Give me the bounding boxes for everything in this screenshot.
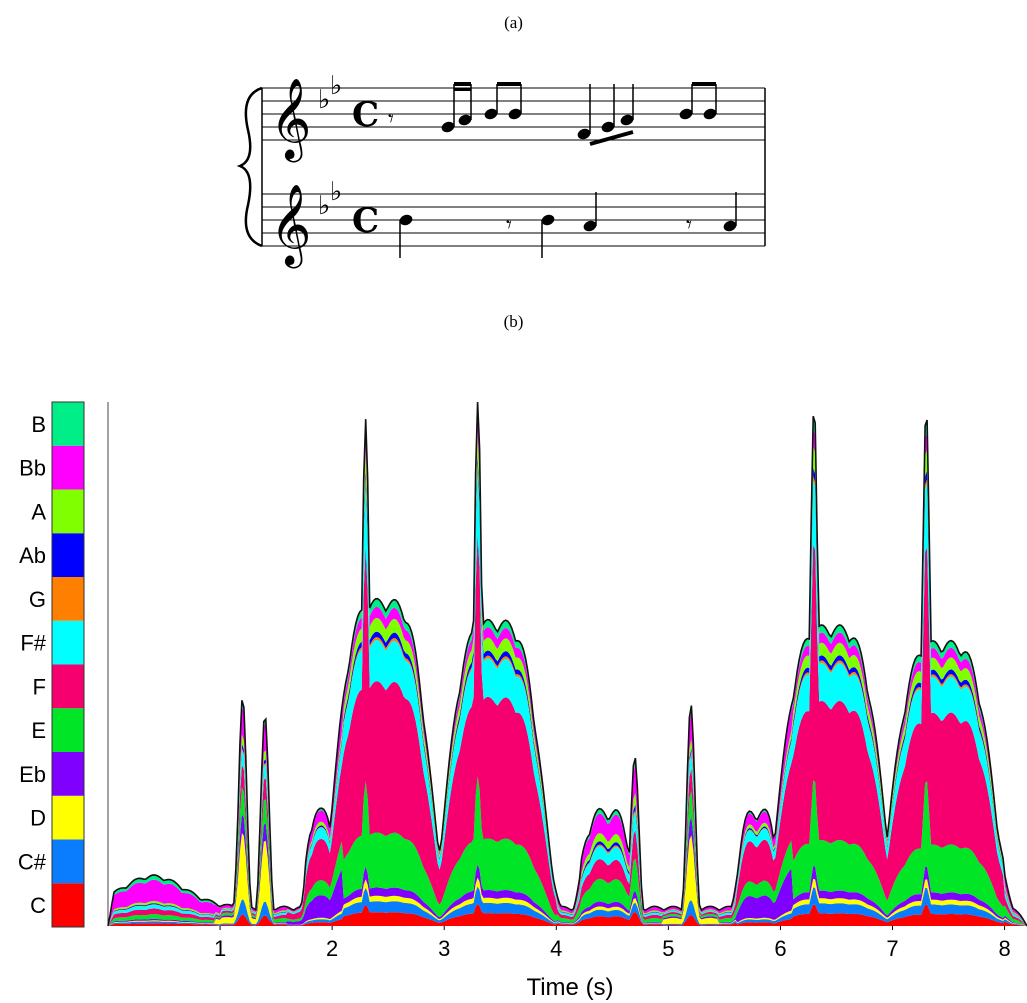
note-head [577, 128, 591, 140]
x-tick-label: 6 [774, 936, 786, 961]
note-head [541, 214, 555, 226]
x-tick-label: 2 [326, 936, 338, 961]
note-head [399, 214, 413, 226]
area-series-fsharp [108, 468, 1027, 926]
legend-swatch-e [52, 708, 84, 752]
x-tick-label: 1 [214, 936, 226, 961]
legend-swatch-d [52, 795, 84, 840]
x-axis-label: Time (s) [526, 974, 613, 1001]
key-signature-upper-2: ♭ [330, 71, 342, 101]
grand-staff-brace [236, 86, 263, 248]
key-signature-lower: ♭ [318, 191, 330, 221]
treble-clef-lower: 𝄞 [270, 183, 311, 268]
legend-label: C [30, 893, 46, 918]
panel-a-label: (a) [504, 13, 523, 32]
treble-clef-upper: 𝄞 [270, 77, 311, 162]
x-tick-label: 5 [662, 936, 674, 961]
area-series-e [108, 776, 1027, 926]
legend-swatch-c [52, 883, 84, 927]
note-head [508, 108, 522, 120]
area-series-csharp [108, 886, 1027, 926]
area-series-c [108, 904, 1027, 926]
area-series-d [108, 833, 1027, 926]
note-head [679, 108, 693, 120]
legend-swatch-csharp [52, 839, 84, 884]
legend-swatch-b [52, 402, 84, 446]
note-head [703, 108, 717, 120]
legend-swatch-ab [52, 533, 84, 577]
stacked-areas [108, 402, 1027, 926]
legend-label: G [29, 587, 46, 612]
upper-staff-notes: 𝄾 [388, 82, 717, 146]
x-tick-label: 7 [886, 936, 898, 961]
panel-b-label: (b) [503, 312, 524, 331]
legend-swatch-f [52, 664, 84, 709]
legend-swatch-eb [52, 752, 84, 796]
legend-label: Bb [19, 456, 46, 481]
legend-label: E [31, 718, 46, 743]
x-tick-label: 4 [550, 936, 562, 961]
legend-swatch-g [52, 577, 84, 621]
chroma-legend: C C# D Eb EF F# G Ab A Bb B [18, 401, 85, 928]
legend-label: C# [18, 849, 47, 874]
x-axis-ticks: 1 2 3 4 5 6 7 8 [214, 926, 1011, 961]
note-head [583, 220, 597, 232]
legend-label: Ab [19, 543, 46, 568]
legend-label: Eb [19, 762, 46, 787]
legend-label: A [31, 499, 46, 524]
area-series-f [108, 534, 1027, 926]
legend-swatch-a [52, 489, 84, 534]
legend-label: D [30, 806, 46, 831]
legend-label: F [33, 674, 46, 699]
lower-staff [262, 193, 765, 247]
eighth-rest: 𝄾 [686, 213, 692, 238]
eighth-rest: 𝄾 [388, 107, 394, 132]
legend-label: F# [20, 631, 46, 656]
key-signature-lower-2: ♭ [330, 177, 342, 207]
common-time-lower: C [352, 201, 379, 241]
x-tick-label: 3 [438, 936, 450, 961]
area-series-eb [108, 814, 1027, 926]
key-signature-upper: ♭ [318, 85, 330, 115]
music-score: 𝄞 𝄞 ♭ ♭ ♭ ♭ C C 𝄾 𝄾 𝄾 [236, 71, 766, 268]
legend-swatch-bb [52, 445, 84, 490]
common-time-upper: C [352, 95, 379, 135]
note-head [723, 220, 737, 232]
total-envelope-line [107, 401, 1027, 927]
lower-staff-notes: 𝄾 𝄾 [399, 192, 737, 258]
x-tick-label: 8 [998, 936, 1010, 961]
note-head [441, 121, 455, 133]
legend-swatch-fsharp [52, 620, 84, 665]
note-head [458, 114, 472, 126]
eighth-rest: 𝄾 [506, 213, 512, 238]
note-head [620, 114, 634, 126]
note-head [601, 121, 615, 133]
legend-label: B [31, 412, 46, 437]
note-head [484, 108, 498, 120]
